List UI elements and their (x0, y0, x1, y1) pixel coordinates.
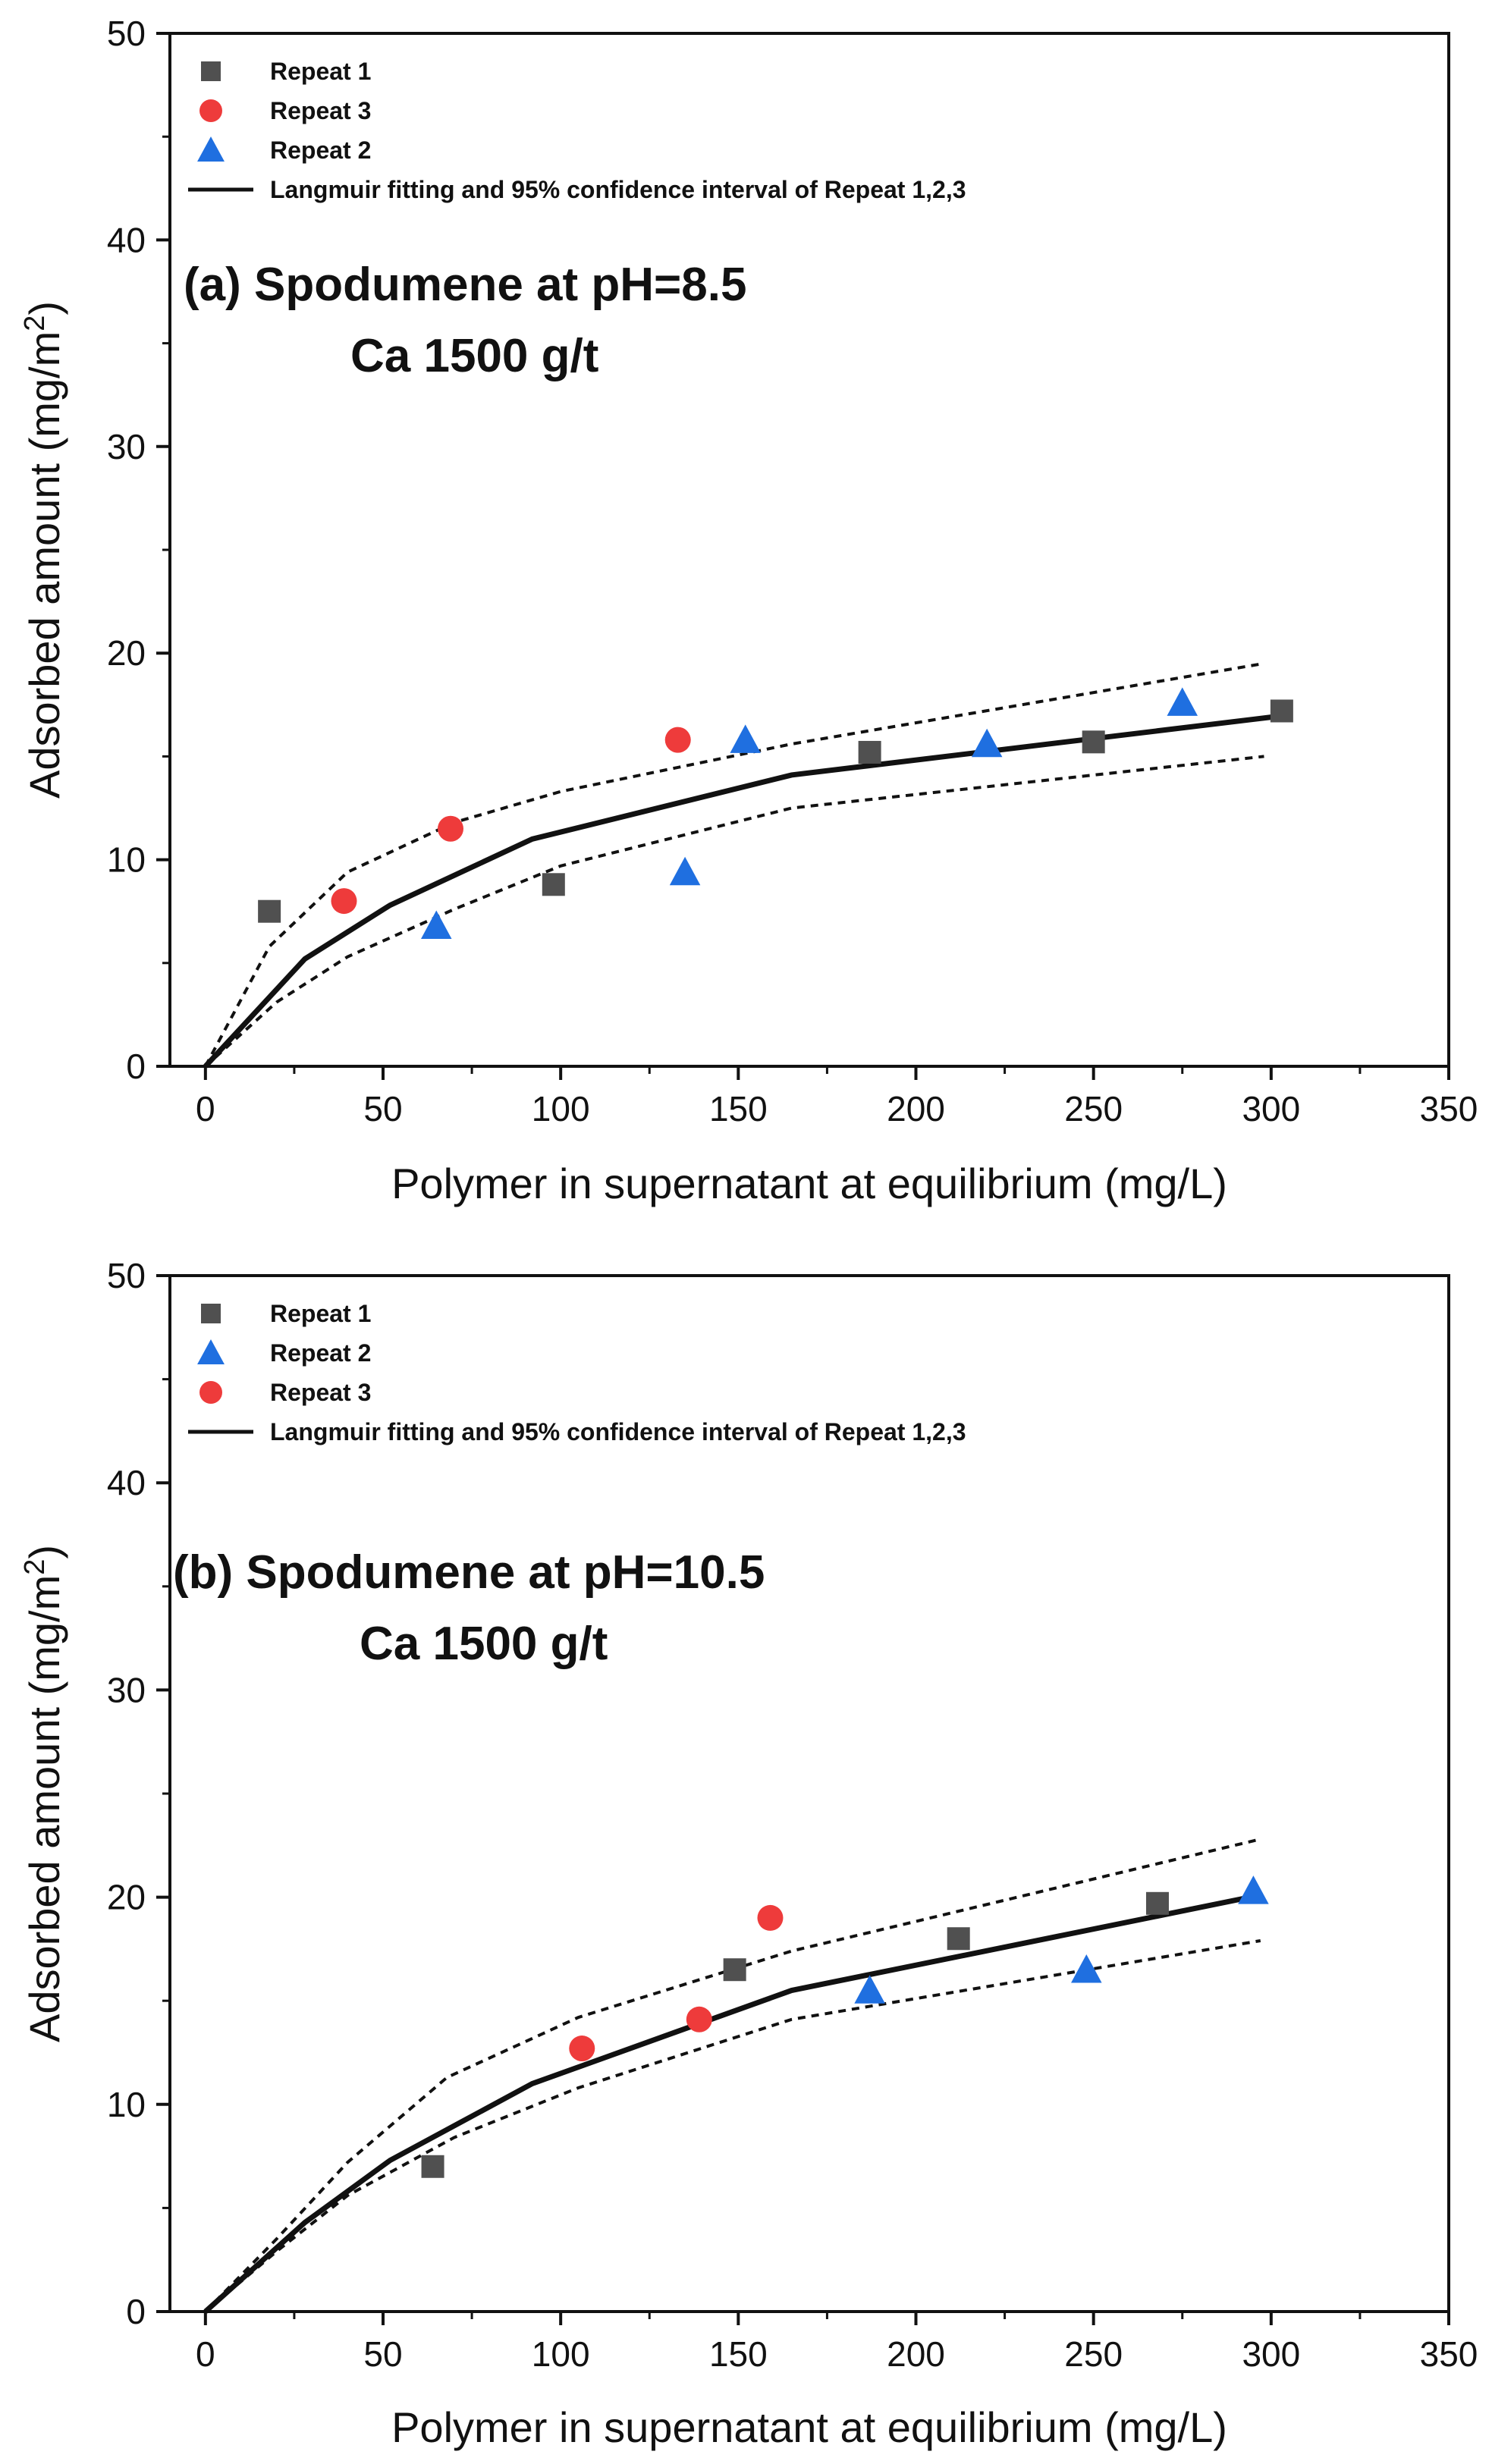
x-axis-title: Polymer in supernatant at equilibrium (m… (391, 1160, 1227, 1207)
data-point-circle (331, 888, 357, 915)
data-point-triangle (730, 724, 761, 753)
panel-title-line2: Ca 1500 g/t (360, 1618, 608, 1670)
y-axis-title: Adsorbed amount (mg/m2) (19, 301, 68, 799)
y-tick-label: 40 (107, 1463, 146, 1502)
legend-label: Repeat 3 (270, 1379, 371, 1406)
x-tick-label: 350 (1420, 1089, 1478, 1128)
data-point-square (723, 1958, 746, 1982)
legend: Repeat 1 Repeat 3 Repeat 2 Langmuir fitting… (188, 58, 966, 203)
x-tick-label: 50 (363, 2334, 402, 2374)
data-point-triangle (1071, 1954, 1102, 1983)
data-point-triangle (1167, 687, 1198, 716)
legend-label-fit: Langmuir fitting and 95% confidence inte… (270, 1418, 966, 1445)
x-tick-label: 150 (709, 1089, 768, 1128)
y-tick-label: 10 (107, 2085, 146, 2124)
data-point-triangle (854, 1975, 885, 2004)
data-point-square (421, 2155, 444, 2178)
x-tick-label: 0 (196, 1089, 215, 1128)
y-tick-label: 30 (107, 427, 146, 466)
legend-label: Repeat 1 (270, 58, 371, 85)
legend-marker-circle (199, 1381, 222, 1404)
ci-upper-line (204, 661, 1264, 1067)
y-tick-label: 10 (107, 840, 146, 880)
panel-b: 0 50 100 150 200 250 300 350 0 10 20 30 40 50 Repeat … (19, 1256, 1478, 2451)
legend-label: Repeat 2 (270, 1339, 371, 1367)
legend-marker-triangle (197, 137, 225, 162)
x-tick-label: 200 (887, 2334, 945, 2374)
y-tick-label: 0 (126, 2292, 146, 2331)
legend-marker-circle (199, 99, 222, 122)
ci-lower-line (204, 755, 1264, 1068)
legend-label: Repeat 1 (270, 1300, 371, 1327)
data-point-circle (757, 1904, 784, 1931)
x-tick-label: 350 (1420, 2334, 1478, 2374)
legend-marker-square (201, 1304, 221, 1323)
legend-marker-triangle (197, 1339, 225, 1364)
panel-title-line2: Ca 1500 g/t (350, 330, 598, 382)
data-point-triangle (669, 856, 701, 886)
x-tick-label: 0 (196, 2334, 215, 2374)
x-tick-label: 250 (1064, 1089, 1123, 1128)
x-tick-label: 50 (363, 1089, 402, 1128)
x-tick-label: 200 (887, 1089, 945, 1128)
y-tick-label: 50 (107, 14, 146, 53)
langmuir-fit-line (203, 1892, 1261, 2314)
data-point-triangle (1238, 1875, 1269, 1904)
y-tick-label: 20 (107, 1878, 146, 1917)
data-point-circle (569, 2036, 595, 2062)
y-tick-label: 20 (107, 633, 146, 673)
data-point-square (1082, 730, 1105, 754)
data-points (258, 687, 1293, 940)
ci-lower-line (204, 1938, 1261, 2313)
fit-curves (203, 661, 1272, 1069)
x-tick-label: 300 (1242, 1089, 1300, 1128)
y-tick-label: 40 (107, 220, 146, 259)
panel-title-line1: (b) Spodumene at pH=10.5 (173, 1546, 765, 1599)
data-point-circle (437, 815, 463, 842)
y-tick-label: 30 (107, 1670, 146, 1709)
data-point-square (947, 1927, 970, 1951)
legend-marker-square (201, 61, 221, 81)
y-tick-label: 50 (107, 1256, 146, 1295)
legend-label: Repeat 3 (270, 97, 371, 124)
x-tick-label: 150 (709, 2334, 768, 2374)
data-point-triangle (421, 910, 452, 940)
x-tick-label: 100 (532, 2334, 590, 2374)
legend-label-fit: Langmuir fitting and 95% confidence inte… (270, 176, 966, 203)
data-point-square (1270, 699, 1293, 723)
data-point-square (1145, 1891, 1169, 1915)
fit-curves (203, 1838, 1261, 2314)
x-axis-title: Polymer in supernatant at equilibrium (m… (391, 2403, 1227, 2451)
ci-upper-line (204, 1838, 1261, 2313)
axis-ticks: 0 50 100 150 200 250 300 350 0 10 20 30 40 50 (107, 1256, 1478, 2374)
y-tick-label: 0 (126, 1047, 146, 1086)
langmuir-fit-line (203, 714, 1272, 1069)
x-tick-label: 100 (532, 1089, 590, 1128)
y-axis-title: Adsorbed amount (mg/m2) (19, 1545, 68, 2042)
data-point-square (542, 873, 565, 896)
panel-a: 0 50 100 150 200 250 300 350 0 10 20 30 40 50 Repeat … (19, 14, 1478, 1207)
x-tick-label: 250 (1064, 2334, 1123, 2374)
axis-ticks: 0 50 100 150 200 250 300 350 0 10 20 30 40 50 (107, 14, 1478, 1128)
x-tick-label: 300 (1242, 2334, 1300, 2374)
data-point-square (258, 899, 281, 923)
legend-label: Repeat 2 (270, 137, 371, 164)
data-point-triangle (971, 728, 1003, 758)
legend: Repeat 1 Repeat 2 Repeat 3 Langmuir fitting… (188, 1300, 966, 1445)
data-point-circle (686, 2006, 712, 2032)
data-points (421, 1875, 1269, 2178)
panel-title-line1: (a) Spodumene at pH=8.5 (184, 259, 746, 311)
data-point-square (858, 740, 881, 764)
data-point-circle (664, 727, 691, 753)
